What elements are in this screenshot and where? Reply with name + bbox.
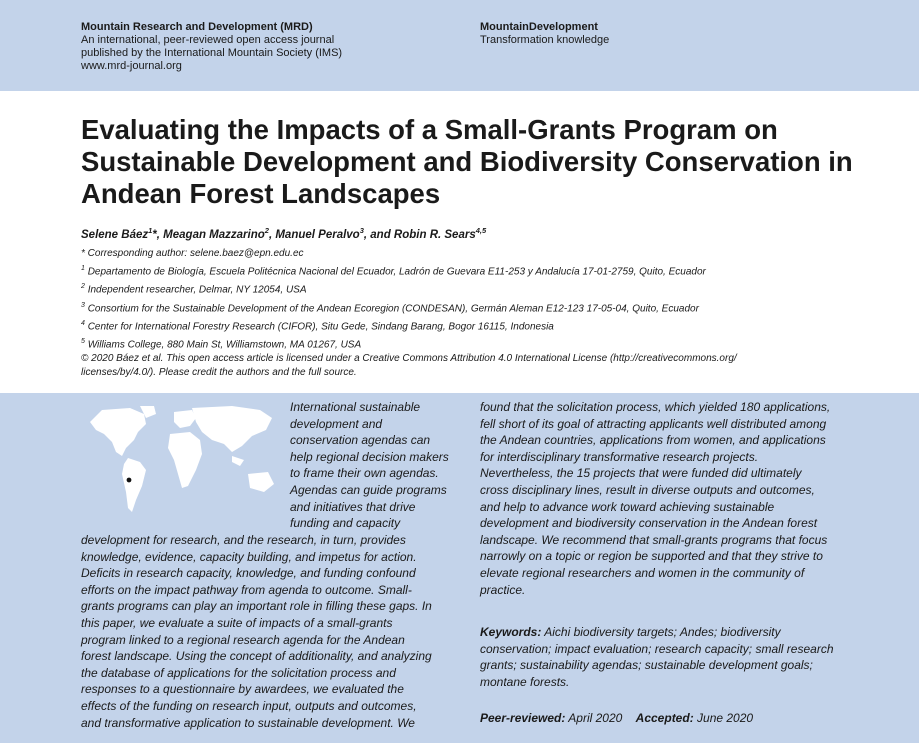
abstract-line: forest landscape. Using the concept of a…: [81, 649, 432, 664]
keywords-line: conservation; impact evaluation; researc…: [480, 641, 834, 656]
section-info: MountainDevelopment Transformation knowl…: [480, 21, 609, 47]
affiliation-list: 1 Departamento de Biología, Escuela Poli…: [81, 261, 881, 353]
peer-reviewed-date: April 2020: [565, 711, 623, 725]
affiliation: 5 Williams College, 880 Main St, William…: [81, 334, 881, 352]
abstract-line: development and biodiversity conservatio…: [480, 516, 818, 531]
abstract-line: cross disciplinary lines, result in dive…: [480, 482, 815, 497]
author-affiliation-number: 2: [264, 226, 269, 235]
section-subtitle: Transformation knowledge: [480, 34, 610, 46]
affiliation-text: Consortium for the Sustainable Developme…: [87, 302, 699, 314]
journal-url[interactable]: www.mrd-journal.org: [81, 60, 182, 72]
article-title: Evaluating the Impacts of a Small-Grants…: [81, 114, 853, 209]
affiliation-number: 1: [81, 265, 85, 272]
abstract-line: the database of applications for the sol…: [81, 665, 396, 680]
abstract-line: development for research, and the resear…: [81, 533, 406, 547]
abstract-line: grants programs can play an important ro…: [81, 599, 432, 614]
abstract-right-column: found that the solicitation process, whi…: [480, 399, 880, 598]
abstract-line: this paper, we evaluate a suite of impac…: [81, 615, 393, 630]
abstract-line: elevate regional researchers and women i…: [480, 565, 805, 580]
affiliation-text: Center for International Forestry Resear…: [87, 321, 554, 333]
affiliation-text: Williams College, 880 Main St, Williamst…: [87, 339, 362, 351]
affiliation-number: 2: [81, 283, 85, 291]
abstract-line: International sustainable: [290, 400, 421, 414]
author-name: Robin R. Sears: [393, 228, 476, 241]
affiliation-number: 5: [81, 338, 85, 346]
abstract-line: fell short of its goal of attracting app…: [480, 416, 827, 431]
abstract-line: Nevertheless, the 15 projects that were …: [480, 466, 802, 481]
author-separator: ,: [156, 228, 164, 241]
abstract-beside-map: International sustainable development and…: [290, 399, 460, 532]
abstract-line: effects of the funding on research input…: [81, 698, 417, 713]
license-line-1: © 2020 Báez et al. This open access arti…: [81, 353, 737, 364]
abstract-line: the Andean countries, applications from …: [480, 433, 826, 448]
keywords-label: Keywords:: [480, 625, 542, 639]
license-line-2: licenses/by/4.0/). Please credit the aut…: [81, 367, 357, 378]
license-statement: © 2020 Báez et al. This open access arti…: [81, 352, 871, 380]
corresponding-author: * Corresponding author: selene.baez@epn.…: [81, 248, 304, 259]
author-separator: ,: [268, 228, 276, 241]
affiliation-number: 3: [81, 301, 85, 309]
abstract-line: Agendas can guide programs: [290, 482, 447, 497]
world-map-icon: [90, 406, 274, 512]
abstract-band: [0, 393, 919, 743]
affiliation: 1 Departamento de Biología, Escuela Poli…: [81, 261, 881, 279]
abstract-line: for interdisciplinary transformative res…: [480, 449, 759, 464]
abstract-line: program linked to a regional research ag…: [81, 632, 405, 647]
author-separator: , and: [363, 228, 394, 241]
abstract-line: and initiatives that drive: [290, 499, 416, 514]
abstract-line: and transformative application to sustai…: [81, 715, 415, 730]
journal-header-band: [0, 0, 919, 91]
accepted-date: June 2020: [693, 711, 754, 725]
abstract-line: conservation agendas can: [290, 433, 431, 448]
review-dates: Peer-reviewed: April 2020 Accepted: June…: [480, 711, 753, 725]
affiliation: 4 Center for International Forestry Rese…: [81, 316, 881, 334]
keywords: Keywords: Aichi biodiversity targets; An…: [480, 624, 880, 690]
abstract-line: practice.: [480, 582, 526, 597]
affiliation-number: 4: [81, 319, 85, 327]
abstract-line: and help to advance work toward achievin…: [480, 499, 775, 514]
abstract-line: to frame their own agendas.: [290, 466, 439, 481]
keywords-line: montane forests.: [480, 674, 570, 689]
affiliation: 2 Independent researcher, Delmar, NY 120…: [81, 279, 881, 297]
author-name: Selene Báez: [81, 228, 149, 241]
journal-name: Mountain Research and Development (MRD): [81, 21, 313, 33]
accepted-label: Accepted:: [635, 711, 694, 725]
abstract-line: efforts on the impact pathway from agend…: [81, 582, 412, 597]
author-affiliation-number: 4,5: [475, 226, 487, 235]
abstract-line: responses to a questionnaire by awardees…: [81, 682, 404, 697]
journal-info: Mountain Research and Development (MRD) …: [81, 21, 342, 73]
author-list: Selene Báez1*, Meagan Mazzarino2, Manuel…: [81, 226, 486, 241]
keywords-line: grants; sustainability agendas; sustaina…: [480, 658, 813, 673]
affiliation: 3 Consortium for the Sustainable Develop…: [81, 298, 881, 316]
affiliation-text: Independent researcher, Delmar, NY 12054…: [87, 284, 307, 296]
world-map-land: [90, 406, 274, 512]
abstract-line: development and: [290, 416, 383, 431]
journal-desc-1: An international, peer-reviewed open acc…: [81, 34, 335, 46]
author-name: Manuel Peralvo: [275, 228, 360, 241]
abstract-below-map: development for research, and the resear…: [81, 532, 466, 731]
abstract-line: funding and capacity: [290, 516, 401, 531]
journal-desc-2: published by the International Mountain …: [81, 47, 343, 59]
abstract-line: help regional decision makers: [290, 449, 449, 464]
location-dot-icon: [126, 477, 132, 483]
abstract-line: landscape. We recommend that small-grant…: [480, 532, 828, 547]
affiliation-text: Departamento de Biología, Escuela Polité…: [87, 266, 706, 278]
author-affiliation-number: 3: [359, 226, 364, 235]
keywords-line: Aichi biodiversity targets; Andes; biodi…: [541, 625, 781, 639]
peer-reviewed-label: Peer-reviewed:: [480, 711, 566, 725]
abstract-line: found that the solicitation process, whi…: [480, 400, 831, 414]
abstract-line: Deficits in research capacity, knowledge…: [81, 566, 416, 581]
section-name: MountainDevelopment: [480, 21, 598, 33]
author-affiliation-number: 1: [148, 226, 153, 235]
abstract-line: narrowly on a topic or region be support…: [480, 549, 823, 564]
author-name: Meagan Mazzarino: [163, 228, 265, 241]
author-notes: * Corresponding author: selene.baez@epn.…: [81, 246, 881, 353]
corresponding-mark: *: [152, 228, 157, 241]
abstract-line: knowledge, evidence, capacity building, …: [81, 549, 417, 564]
